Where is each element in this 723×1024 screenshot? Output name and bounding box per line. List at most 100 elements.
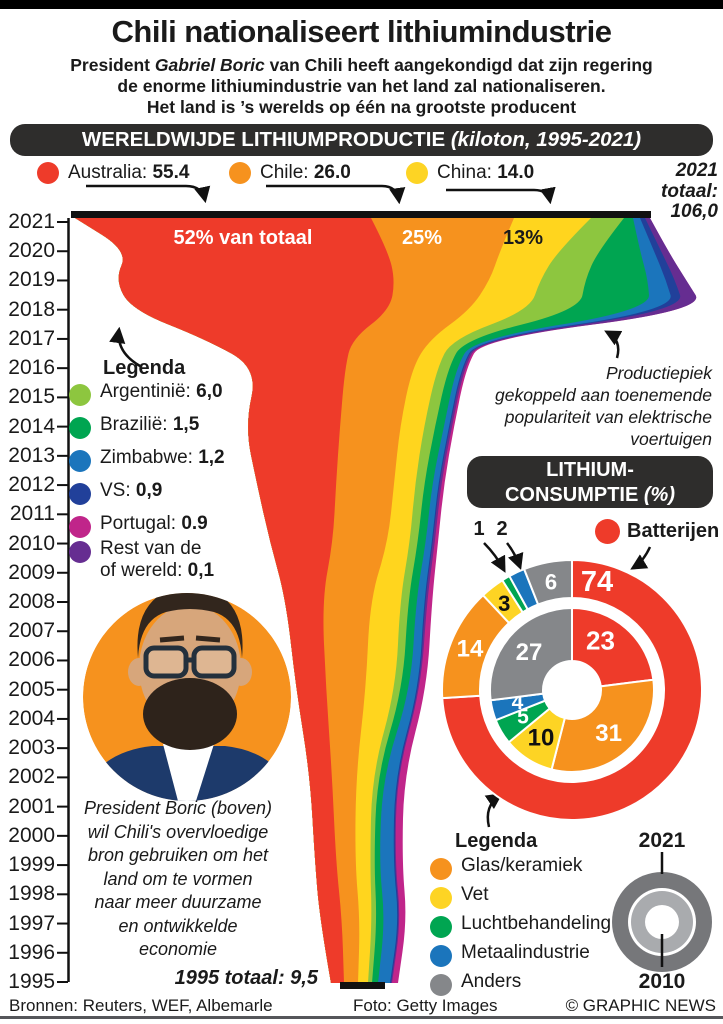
share-china: 13%: [502, 227, 544, 249]
subtitle-line-3: Het land is ’s werelds op één na grootst…: [146, 97, 577, 117]
donut-2021-batterijen: [441, 559, 703, 821]
total-1995: 1995 totaal: 9,5: [174, 967, 318, 989]
production-legend-item-1: Brazilië: 1,5: [69, 414, 199, 439]
portrait-hair: [137, 593, 243, 658]
donut-value-2021-vet: 3: [498, 591, 510, 616]
subtitle-line-2: de enorme lithiumindustrie van het land …: [117, 76, 606, 96]
mini-donut-2010-label: 2010: [638, 970, 686, 993]
arrow-batterijen: [630, 546, 652, 570]
arrow-china: [446, 186, 556, 205]
year-label-2011: 2011: [9, 502, 55, 526]
arrow-consumption-legend: [484, 793, 503, 828]
year-label-2021: 2021: [8, 210, 55, 233]
donut-value-2010-vet: 10: [528, 724, 555, 751]
production-legend-item-5: Rest van de of wereld: 0,1: [69, 538, 214, 582]
footer-sources: Bronnen: Reuters, WEF, Albemarle: [9, 996, 273, 1015]
year-label-2007: 2007: [8, 619, 55, 643]
portrait-shirt: [163, 744, 214, 801]
production-legend-item-0: Argentinië: 6,0: [69, 381, 223, 406]
legend-item-australia: Australia: 55.4: [37, 161, 189, 185]
year-label-1999: 1999: [8, 853, 55, 877]
production-streamgraph: [75, 218, 697, 983]
year-label-1995: 1995: [8, 970, 55, 993]
year-label-2014: 2014: [8, 414, 55, 438]
production-banner: WERELDWIJDE LITHIUMPRODUCTIE (kiloton, 1…: [10, 124, 713, 156]
legend-item-chile: Chile: 26.0: [229, 161, 351, 185]
subtitle-line-1: President Gabriel Boric van Chili heeft …: [70, 55, 653, 75]
arrow-callout-1: [483, 542, 506, 573]
page-title: Chili nationaliseert lithiumindustrie: [111, 14, 612, 49]
batterijen-label: Batterijen: [627, 520, 720, 542]
year-label-2018: 2018: [8, 297, 55, 321]
year-label-2006: 2006: [8, 648, 55, 672]
consumption-legend-item-3: Metaalindustrie: [430, 942, 590, 967]
boric-caption: President Boric (boven) wil Chili's overv…: [83, 798, 273, 959]
production-legend-item-4: Portugal: 0.9: [69, 513, 208, 538]
consumption-banner: LITHIUM- CONSUMPTIE (%): [467, 456, 713, 508]
year-label-2009: 2009: [8, 560, 55, 584]
consumption-legend-item-4: Anders: [430, 971, 521, 996]
year-label-2008: 2008: [8, 590, 55, 613]
top-black-strip: [0, 0, 723, 9]
australia-dot-icon: [37, 162, 59, 184]
donut-2021-anders: [523, 559, 573, 606]
footer-photo-credit: Foto: Getty Images: [353, 996, 498, 1015]
arrow-production-legend: [109, 326, 141, 368]
year-label-1998: 1998: [8, 882, 55, 906]
production-legend-title: Legenda: [103, 357, 186, 379]
president-name: Gabriel Boric: [154, 55, 265, 75]
donut-value-2010-anders: 27: [516, 639, 543, 666]
mini-donut-2021-label: 2021: [638, 829, 686, 852]
donut-value-2010-glaskeramiek: 31: [595, 720, 622, 747]
year-label-2002: 2002: [8, 765, 55, 789]
batterijen-dot-icon: [595, 519, 620, 544]
arrow-callout-2: [506, 542, 524, 571]
donut-2010-anders: [489, 607, 573, 702]
callout-2: 2: [496, 518, 508, 540]
consumption-legend-title: Legenda: [455, 830, 538, 852]
stream-layer-australia: [75, 218, 394, 983]
streamgraph-top-bar: [71, 211, 651, 218]
portrait-beard: [143, 678, 237, 750]
footer-rule: [0, 1016, 723, 1019]
chile-dot-icon: [229, 162, 251, 184]
donut-value-2021-anders: 6: [545, 570, 557, 595]
year-label-2019: 2019: [8, 268, 55, 292]
callout-1: 1: [473, 518, 485, 540]
donut-value-2021-glaskeramiek: 14: [457, 635, 484, 662]
year-label-2012: 2012: [8, 473, 55, 497]
donut-value-2010-batterijen: 23: [586, 626, 615, 656]
year-label-2003: 2003: [8, 736, 55, 760]
year-label-2010: 2010: [8, 531, 55, 555]
annotation-arrows: [86, 184, 652, 828]
legend-item-china: China: 14.0: [406, 161, 534, 185]
consumption-legend-item-0: Glas/keramiek: [430, 855, 582, 880]
arrow-chile: [266, 184, 406, 205]
production-legend-item-3: VS: 0,9: [69, 480, 162, 505]
portrait-glasses-right: [191, 645, 237, 679]
arrow-australia: [86, 184, 211, 204]
production-legend-item-2: Zimbabwe: 1,2: [69, 447, 225, 472]
total-2021: 2021 totaal: 106,0: [661, 160, 718, 222]
arrow-production-peak: [604, 330, 623, 359]
year-label-2001: 2001: [8, 794, 55, 818]
year-label-1997: 1997: [8, 911, 55, 935]
china-dot-icon: [406, 162, 428, 184]
donut-value-2021-batterijen: 74: [581, 566, 613, 598]
consumption-legend-item-2: Luchtbehandeling: [430, 913, 611, 938]
year-label-1996: 1996: [8, 940, 55, 964]
page-subtitle: President Gabriel Boric van Chili heeft …: [0, 55, 723, 118]
year-label-2016: 2016: [8, 356, 55, 380]
year-label-2004: 2004: [8, 706, 55, 730]
portrait-eyebrows: [159, 635, 221, 643]
portrait-glasses-left: [143, 645, 189, 679]
year-label-2005: 2005: [8, 677, 55, 701]
year-label-2015: 2015: [8, 385, 55, 409]
year-label-2020: 2020: [8, 239, 55, 263]
donut-2010-batterijen: [571, 607, 655, 688]
consumption-legend-item-1: Vet: [430, 884, 488, 909]
mini-donut: [612, 852, 712, 972]
